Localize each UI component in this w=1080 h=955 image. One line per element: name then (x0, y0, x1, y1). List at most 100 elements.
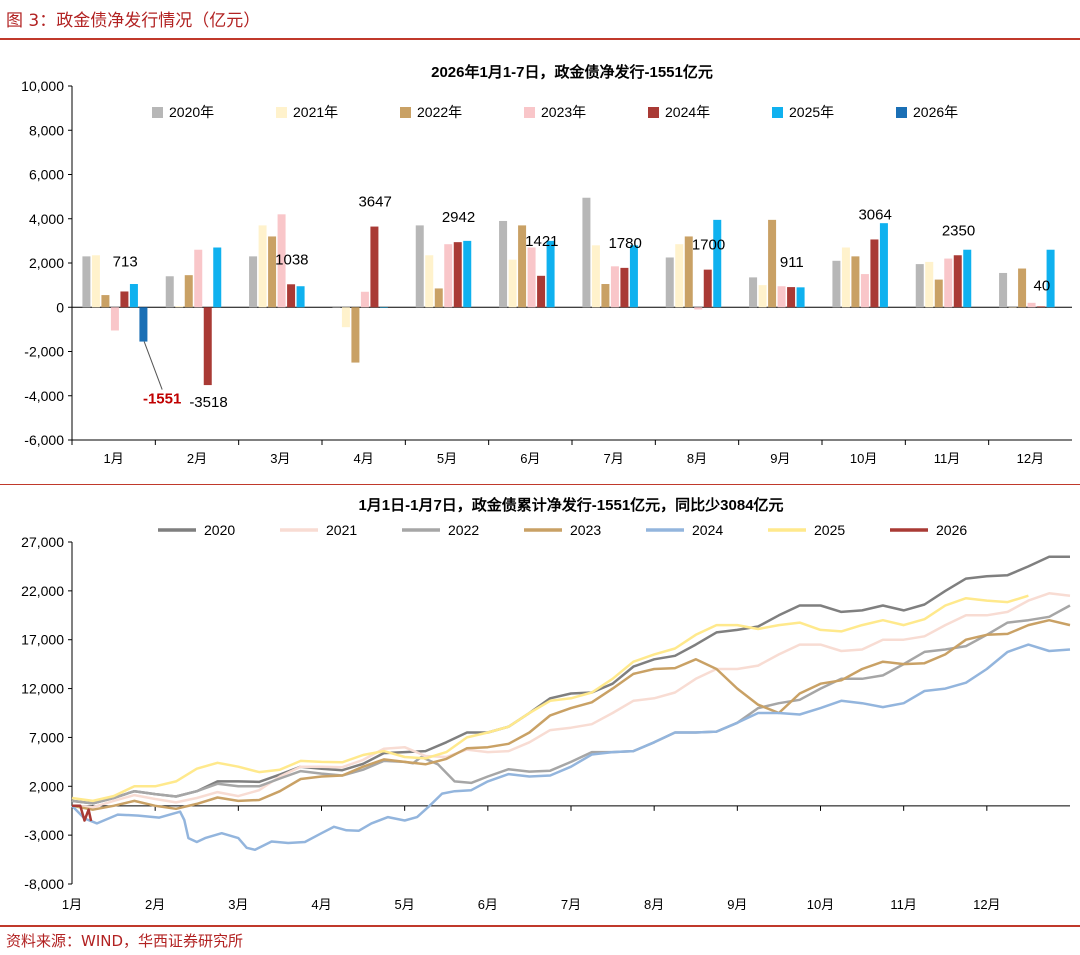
bar (101, 295, 110, 308)
y-tick-label: 10,000 (21, 78, 64, 94)
series-line-2022 (71, 604, 1071, 805)
y-tick-label: -4,000 (24, 388, 64, 404)
x-tick-label: 1月 (104, 451, 124, 466)
bar (434, 288, 443, 308)
y-tick-label: -6,000 (24, 432, 64, 448)
data-label: 40 (1033, 277, 1050, 294)
y-tick-label: 22,000 (21, 583, 64, 599)
legend-swatch (772, 107, 783, 118)
legend-swatch (524, 107, 535, 118)
bar (879, 223, 888, 308)
x-tick-label: 7月 (561, 897, 581, 912)
y-tick-label: 17,000 (21, 632, 64, 648)
bar (296, 286, 305, 308)
bar (841, 247, 850, 308)
source-note: 资料来源：WIND，华西证券研究所 (6, 932, 244, 950)
bar (796, 287, 805, 308)
bar (203, 307, 212, 386)
y-tick-label: -3,000 (24, 827, 64, 843)
legend-label: 2022年 (417, 104, 462, 120)
bar (620, 267, 629, 308)
data-label: 1780 (608, 235, 641, 252)
x-tick-label: 5月 (395, 897, 415, 912)
bar (1037, 306, 1046, 308)
bar (851, 256, 860, 308)
x-tick-label: 3月 (228, 897, 248, 912)
legend-swatch (400, 107, 411, 118)
bar (370, 226, 379, 308)
data-label: 1700 (692, 237, 725, 254)
data-label: 3647 (358, 194, 391, 211)
bar (139, 307, 148, 342)
bar (703, 269, 712, 308)
x-tick-label: 8月 (644, 897, 664, 912)
bar (1027, 302, 1036, 308)
bar (258, 225, 267, 308)
legend-label: 2026年 (913, 104, 958, 120)
bar (601, 284, 610, 308)
data-label: 2942 (442, 209, 475, 226)
bar (694, 307, 703, 310)
bar (165, 276, 174, 308)
y-tick-label: 4,000 (29, 211, 64, 227)
bar (915, 264, 924, 308)
series-line-2023 (71, 618, 1071, 811)
x-tick-label: 10月 (850, 451, 877, 466)
x-tick-label: 4月 (354, 451, 374, 466)
bar (758, 285, 767, 308)
x-tick-label: 3月 (270, 451, 290, 466)
bar (341, 307, 350, 328)
bar (194, 249, 203, 308)
bar (675, 244, 684, 308)
bar (537, 275, 546, 308)
bar (332, 307, 341, 308)
top-rule (0, 38, 1080, 40)
legend-label: 2024 (692, 522, 723, 538)
bar (684, 236, 693, 308)
x-tick-label: 12月 (973, 897, 1000, 912)
bar (360, 291, 369, 308)
middle-rule (0, 484, 1080, 485)
bar (610, 266, 619, 308)
bar (1046, 249, 1055, 308)
bar (499, 220, 508, 308)
x-tick-label: 11月 (934, 451, 961, 466)
bar (999, 272, 1008, 308)
bar (860, 274, 869, 308)
bar (453, 242, 462, 308)
y-tick-label: 6,000 (29, 167, 64, 183)
bar (518, 225, 527, 308)
line-chart: 1月1日-1月7日，政金债累计净发行-1551亿元，同比少3084亿元 -8,00… (21, 496, 1071, 912)
x-tick-label: 1月 (62, 897, 82, 912)
data-label: -3518 (189, 394, 227, 411)
bar (425, 255, 434, 308)
bar (91, 255, 100, 308)
legend-label: 2023年 (541, 104, 586, 120)
bar (787, 287, 796, 308)
bar (120, 291, 129, 308)
bar (82, 256, 91, 308)
series-line-2021 (71, 592, 1071, 809)
series-line-2026 (72, 804, 93, 822)
bar (351, 307, 360, 363)
bar (832, 260, 841, 308)
bar (508, 259, 517, 308)
y-tick-label: 8,000 (29, 122, 64, 138)
x-tick-label: 8月 (687, 451, 707, 466)
legend-label: 2025年 (789, 104, 834, 120)
x-tick-label: 4月 (311, 897, 331, 912)
bar (249, 256, 258, 308)
series-line-2025 (71, 594, 1029, 803)
bar (944, 258, 953, 308)
y-tick-label: 0 (56, 299, 64, 315)
bar (777, 286, 786, 308)
bar (934, 279, 943, 308)
bar (463, 240, 472, 308)
bar (665, 257, 674, 308)
bar (379, 307, 388, 308)
x-tick-label: 2月 (145, 897, 165, 912)
legend-label: 2020年 (169, 104, 214, 120)
bar (1018, 268, 1027, 308)
data-label: 1038 (275, 251, 308, 268)
legend-swatch (152, 107, 163, 118)
